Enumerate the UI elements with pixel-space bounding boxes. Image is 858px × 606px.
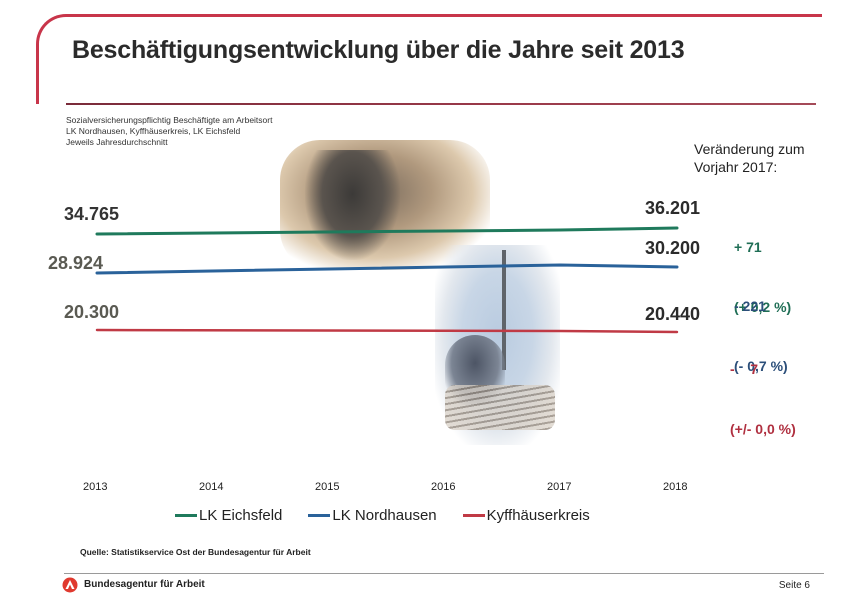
slide-title: Beschäftigungsentwicklung über die Jahre…	[72, 36, 685, 64]
legend-label: LK Nordhausen	[332, 507, 437, 524]
legend-item-eichsfeld: LK Eichsfeld	[175, 507, 282, 524]
kyffhaeuserkreis-change-pct: (+/- 0,0 %)	[730, 421, 796, 437]
x-tick: 2016	[431, 481, 456, 493]
nordhausen-end-value: 30.200	[645, 238, 701, 258]
eichsfeld-end-value: 36.201	[645, 198, 701, 218]
x-tick: 2017	[547, 481, 572, 493]
legend-item-kyffhaeuserkreis: Kyffhäuserkreis	[462, 507, 590, 524]
x-tick: 2018	[663, 481, 688, 493]
subtitle-line: LK Nordhausen, Kyffhäuserkreis, LK Eichs…	[66, 126, 241, 136]
nordhausen-change-abs: - 221	[734, 298, 766, 314]
series-line-eichsfeld	[95, 226, 679, 236]
kyffhaeuserkreis-end-value: 20.440	[645, 304, 701, 324]
legend-label: LK Eichsfeld	[199, 507, 283, 524]
carpenter-figure	[305, 150, 400, 260]
legend-swatch-icon	[308, 514, 331, 517]
rebar-grid	[445, 385, 555, 430]
legend-swatch-icon	[462, 514, 485, 517]
source-note: Quelle: Statistikservice Ost der Bundesa…	[80, 547, 311, 557]
eichsfeld-start-value: 34.765	[64, 204, 120, 224]
nordhausen-change: - 221 (- 0,7 %)	[734, 256, 788, 396]
x-tick: 2013	[83, 481, 108, 493]
slide-frame-accent	[36, 14, 822, 104]
chart-subtitle: Sozialversicherungspflichtig Beschäftigt…	[66, 115, 272, 148]
x-tick: 2014	[199, 481, 224, 493]
legend-label: Kyffhäuserkreis	[486, 507, 590, 524]
series-line-kyffhaeuserkreis	[95, 328, 679, 334]
legend-item-nordhausen: LK Nordhausen	[308, 507, 437, 524]
subtitle-line: Jeweils Jahresdurchschnitt	[66, 137, 168, 147]
organization-name: Bundesagentur für Arbeit	[84, 579, 205, 590]
kyffhaeuserkreis-change: - 7 (+/- 0,0 %)	[730, 319, 796, 459]
footer-divider	[64, 573, 824, 574]
eichsfeld-change-pct: (+ 0,2 %)	[734, 299, 792, 315]
nordhausen-start-value: 28.924	[48, 253, 104, 273]
legend-swatch-icon	[175, 514, 197, 517]
change-header-line: Veränderung zum	[694, 141, 805, 157]
kyffhaeuserkreis-change-abs: - 7	[730, 361, 759, 377]
page-number: Seite 6	[778, 580, 810, 591]
crane-mast	[502, 250, 506, 370]
chart-legend: LK Eichsfeld LK Nordhausen Kyffhäuserkre…	[175, 507, 590, 524]
nordhausen-change-pct: (- 0,7 %)	[734, 358, 788, 374]
subtitle-line: Sozialversicherungspflichtig Beschäftigt…	[66, 115, 273, 125]
title-divider	[66, 103, 816, 105]
x-tick: 2015	[315, 481, 340, 493]
eichsfeld-change: + 71 (+ 0,2 %)	[734, 197, 791, 337]
change-header: Veränderung zum Vorjahr 2017:	[694, 140, 805, 176]
series-line-nordhausen	[95, 263, 679, 275]
ba-logo-icon	[62, 577, 78, 593]
eichsfeld-change-abs: + 71	[734, 239, 762, 255]
kyffhaeuserkreis-start-value: 20.300	[64, 302, 120, 322]
change-header-line: Vorjahr 2017:	[694, 159, 778, 175]
